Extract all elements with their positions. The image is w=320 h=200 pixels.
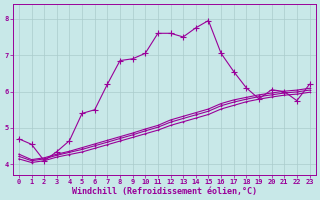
X-axis label: Windchill (Refroidissement éolien,°C): Windchill (Refroidissement éolien,°C) — [72, 187, 257, 196]
